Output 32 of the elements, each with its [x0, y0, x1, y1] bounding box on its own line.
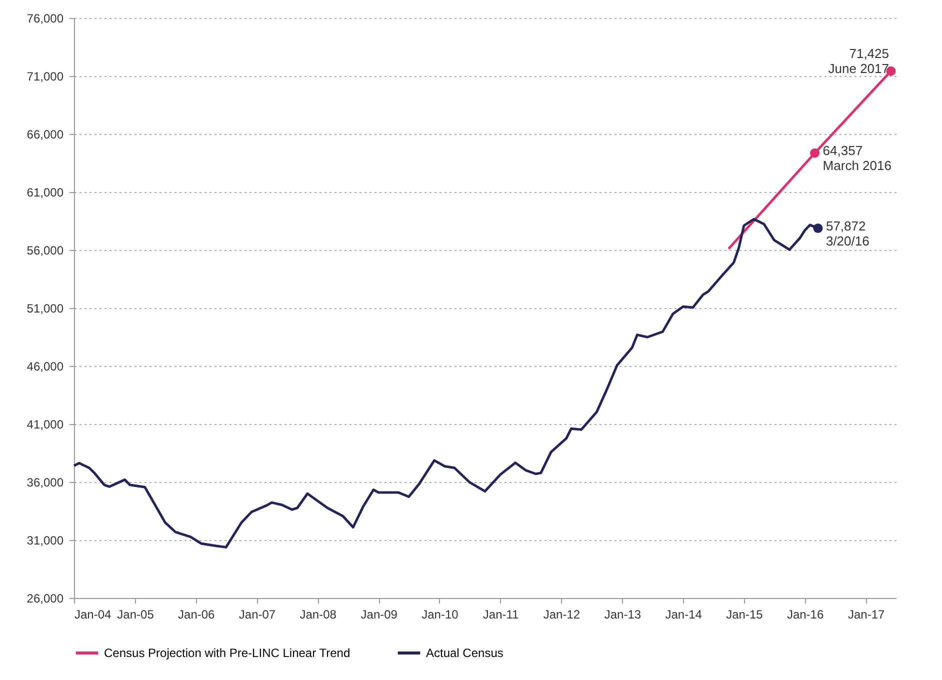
y-tick-label: 71,000 [26, 70, 64, 84]
point [810, 148, 820, 158]
y-tick-label: 31,000 [26, 534, 64, 548]
annotation: 71,425 June 2017 [828, 46, 889, 76]
x-tick-label: Jan-05 [117, 608, 154, 622]
x-tick-label: Jan-06 [178, 608, 216, 622]
x-tick-label: Jan-07 [238, 608, 276, 622]
x-tick-label: Jan-16 [786, 608, 824, 622]
x-tick-label: Jan-11 [482, 608, 520, 622]
y-tick-label: 51,000 [26, 302, 64, 316]
x-tick-label: Jan-08 [300, 608, 337, 622]
y-tick-label: 36,000 [26, 476, 64, 490]
y-tick-label: 66,000 [26, 128, 64, 142]
x-tick-label: Jan-12 [543, 608, 580, 622]
x-tick-label: Jan-10 [422, 608, 459, 622]
y-tick-label: 46,000 [26, 360, 64, 374]
y-tick-label: 26,000 [26, 592, 64, 606]
x-tick-label: Jan-15 [726, 608, 764, 622]
y-tick-label: 41,000 [26, 418, 64, 432]
x-tick-label: Jan-13 [604, 608, 642, 622]
y-tick-label: 76,000 [26, 12, 64, 26]
legend-label: Census Projection with Pre-LINC Linear Trend [104, 646, 350, 660]
y-tick-label: 61,000 [26, 186, 64, 200]
x-tick-label: Jan-04 [74, 608, 112, 622]
legend-label: Actual Census [426, 646, 504, 660]
x-tick-label: Jan-09 [360, 608, 398, 622]
annotation: 64,357 March 2016 [822, 143, 892, 174]
x-tick-label: Jan-14 [665, 608, 702, 622]
y-tick-label: 56,000 [26, 244, 64, 258]
x-tick-label: Jan-17 [848, 608, 885, 622]
annotation: 57,872 3/20/16 [826, 218, 870, 248]
point [813, 224, 823, 234]
